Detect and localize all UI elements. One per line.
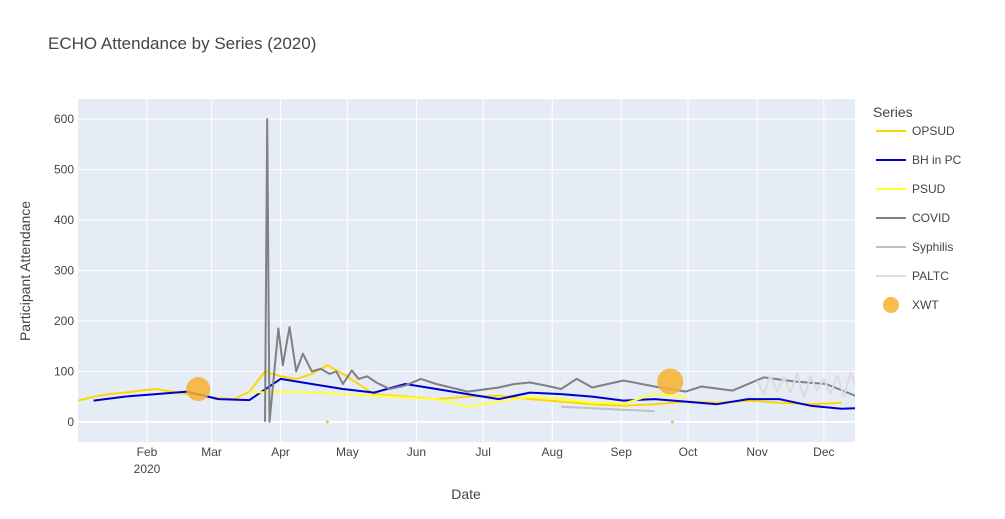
x-axis-title: Date xyxy=(451,486,481,502)
chart-title: ECHO Attendance by Series (2020) xyxy=(48,34,316,53)
legend-title: Series xyxy=(873,104,913,120)
x-tick-label: Nov xyxy=(746,445,767,459)
x-tick-label: Mar xyxy=(201,445,222,459)
y-tick-label: 200 xyxy=(54,314,74,328)
x-tick-year-label: 2020 xyxy=(134,462,161,476)
legend-label-xwt[interactable]: XWT xyxy=(912,298,939,312)
y-tick-label: 400 xyxy=(54,213,74,227)
y-tick-label: 0 xyxy=(67,415,74,429)
gridlines xyxy=(78,99,855,442)
x-axis-ticks: Feb 2020 Mar Apr May Jun Jul Aug Sep Oct Nov Dec xyxy=(134,445,835,476)
y-axis-title: Participant Attendance xyxy=(17,201,33,341)
legend-label-covid[interactable]: COVID xyxy=(912,211,950,225)
x-tick-label: Dec xyxy=(813,445,834,459)
series-line-bh-in-pc[interactable] xyxy=(93,377,873,410)
y-tick-label: 300 xyxy=(54,264,74,278)
x-tick-label: Jul xyxy=(476,445,491,459)
legend[interactable]: Series OPSUD BH in PC PSUD COVID Syphilis PAL… xyxy=(873,104,962,313)
legend-swatch-xwt xyxy=(883,297,899,313)
y-tick-label: 600 xyxy=(54,112,74,126)
legend-label-syphilis[interactable]: Syphilis xyxy=(912,240,953,254)
plot-clip xyxy=(78,118,873,424)
legend-label-opsud[interactable]: OPSUD xyxy=(912,124,955,138)
y-axis-ticks: 0 100 200 300 400 500 600 xyxy=(54,112,74,429)
x-tick-label: Oct xyxy=(679,445,698,459)
series-layer xyxy=(78,118,873,424)
y-tick-label: 100 xyxy=(54,364,74,378)
x-tick-label: Jun xyxy=(407,445,426,459)
series-line-syphilis[interactable] xyxy=(561,405,655,413)
series-marker-xwt[interactable] xyxy=(325,420,329,424)
series-line-paltc[interactable] xyxy=(756,371,857,399)
x-tick-label: Feb xyxy=(137,445,158,459)
series-line-opsud[interactable] xyxy=(78,364,842,407)
x-tick-label: Aug xyxy=(542,445,563,459)
series-marker-xwt[interactable] xyxy=(186,377,211,402)
series-marker-xwt[interactable] xyxy=(670,420,674,424)
x-tick-label: Apr xyxy=(271,445,290,459)
legend-label-paltc[interactable]: PALTC xyxy=(912,269,949,283)
legend-label-psud[interactable]: PSUD xyxy=(912,182,946,196)
series-marker-xwt[interactable] xyxy=(657,368,684,395)
x-tick-label: Sep xyxy=(611,445,633,459)
series-line-psud[interactable] xyxy=(249,390,686,408)
x-tick-label: May xyxy=(336,445,359,459)
legend-label-bh-in-pc[interactable]: BH in PC xyxy=(912,153,962,167)
y-tick-label: 500 xyxy=(54,163,74,177)
